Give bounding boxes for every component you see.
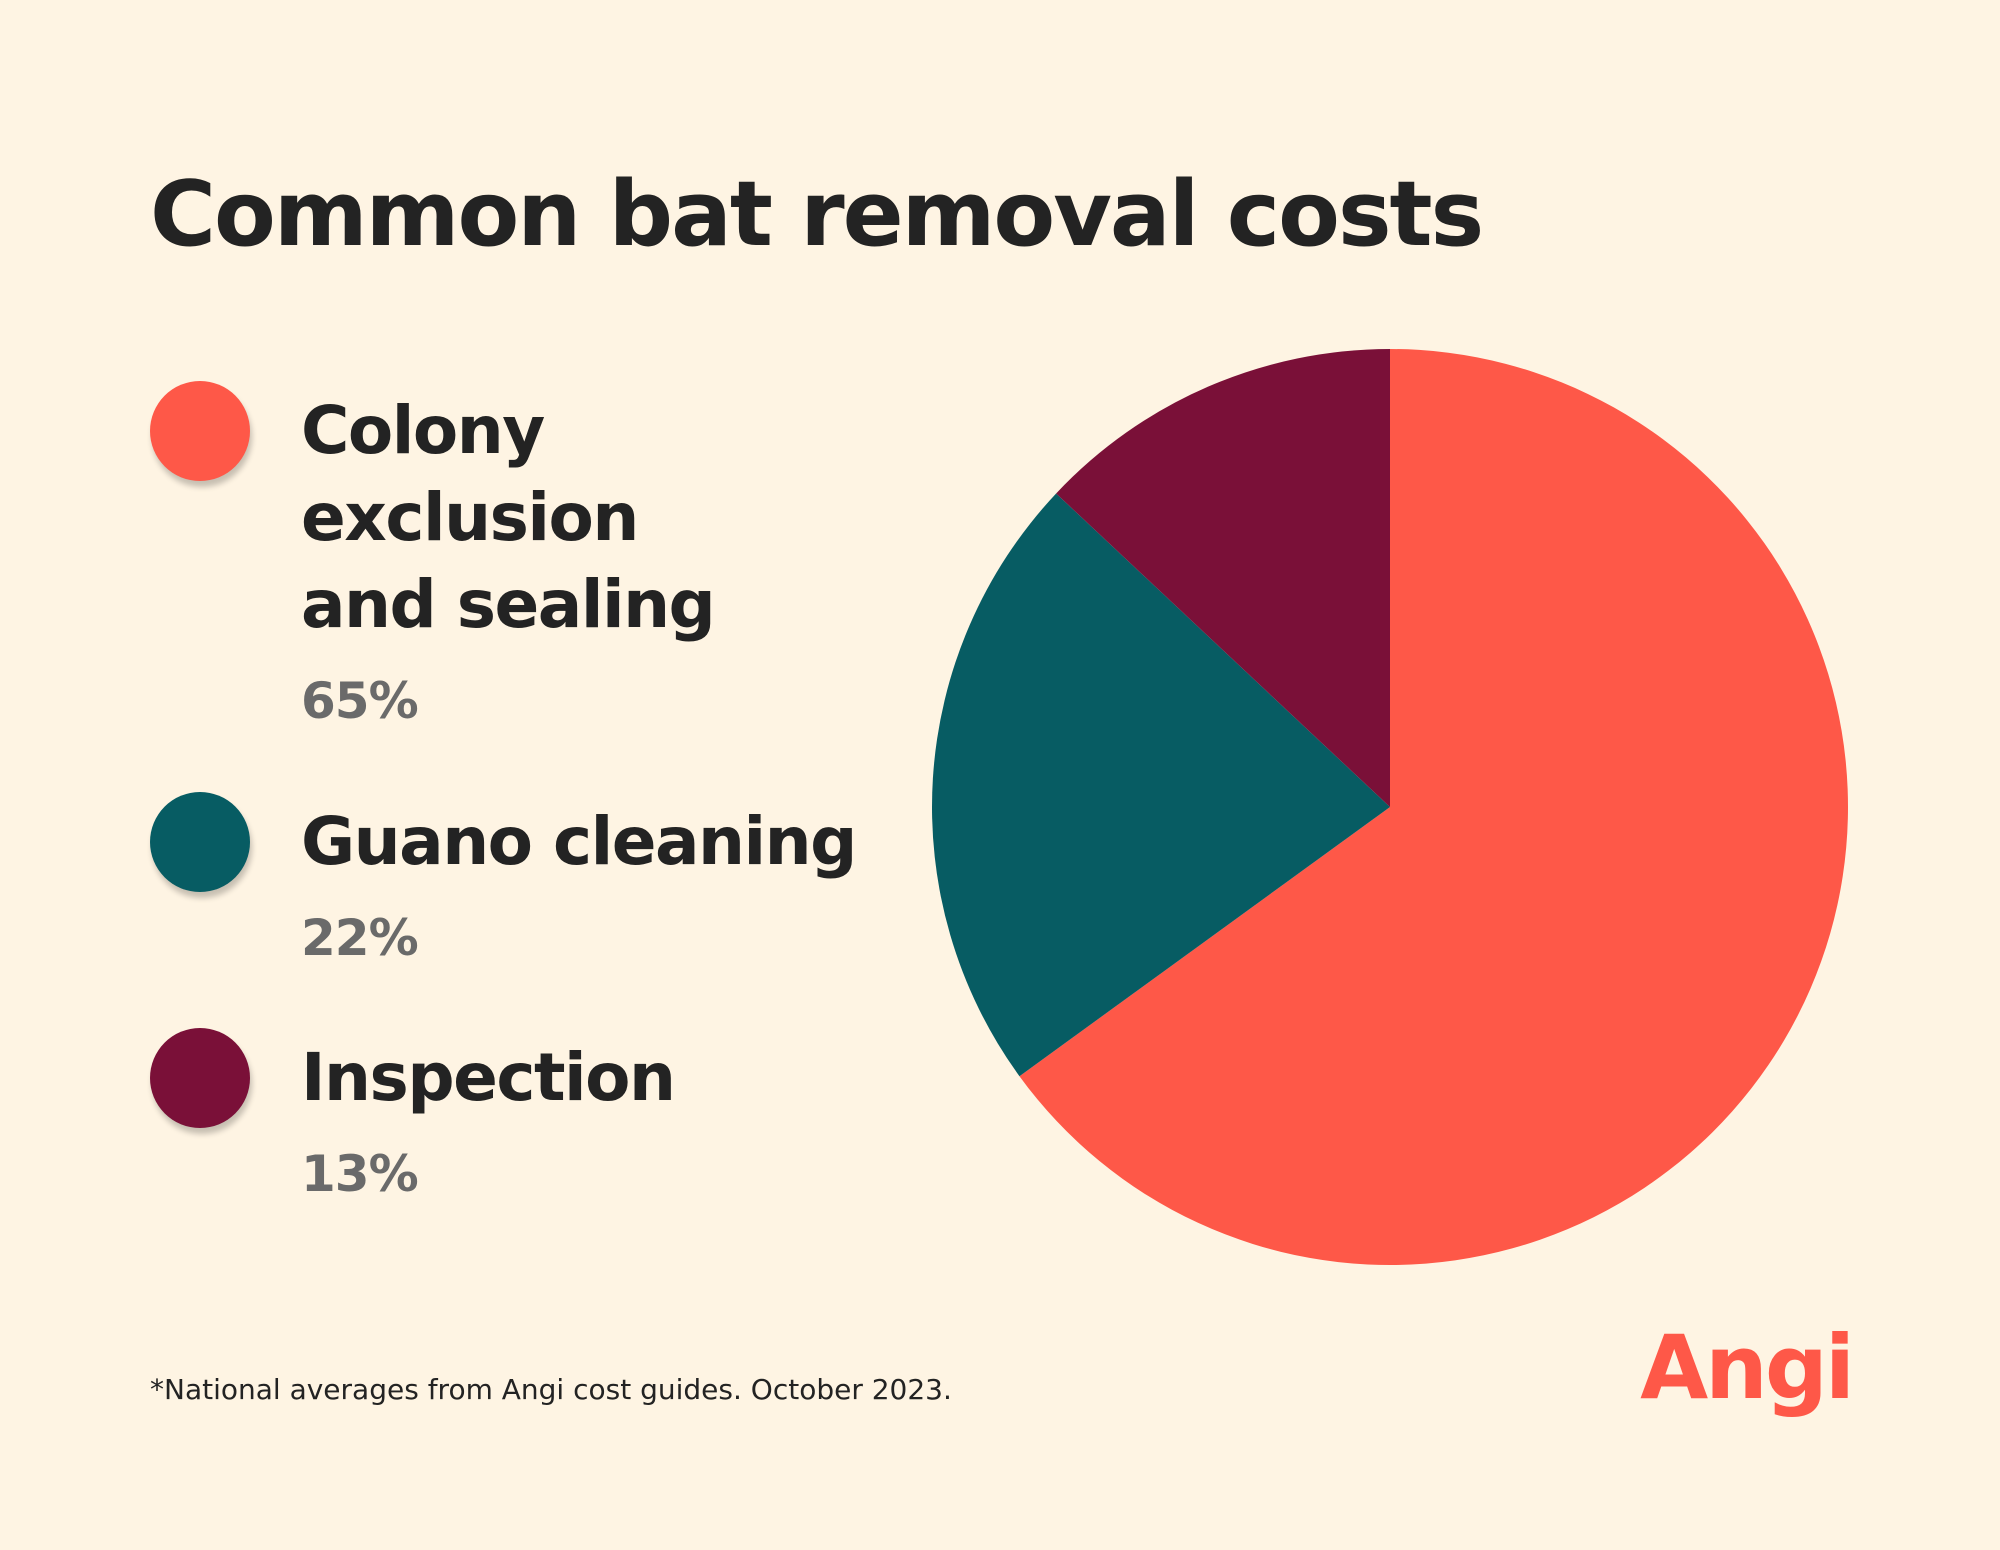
legend-swatch [150, 1028, 250, 1128]
value-label: 13% [301, 1145, 419, 1203]
legend-label: Inspection [301, 1039, 676, 1116]
pie-slice [932, 493, 1390, 1077]
logo: Angi [1640, 1316, 1855, 1419]
value-label: 22% [301, 909, 419, 967]
legend-item: Inspection 13% [150, 1028, 676, 1204]
value-label: 65% [301, 672, 419, 730]
legend-label: Colony exclusion and sealing [301, 392, 716, 643]
pie-slice [1019, 349, 1848, 1265]
legend-swatch [150, 792, 250, 892]
chart-title: Common bat removal costs [150, 162, 1484, 267]
pie-slice [1056, 349, 1390, 807]
legend-swatch [150, 381, 250, 481]
legend-item: Guano cleaning 22% [150, 792, 857, 968]
legend-label: Guano cleaning [301, 803, 857, 880]
footnote: *National averages from Angi cost guides… [150, 1373, 952, 1406]
legend-item: Colony exclusion and sealing 65% [150, 381, 731, 731]
